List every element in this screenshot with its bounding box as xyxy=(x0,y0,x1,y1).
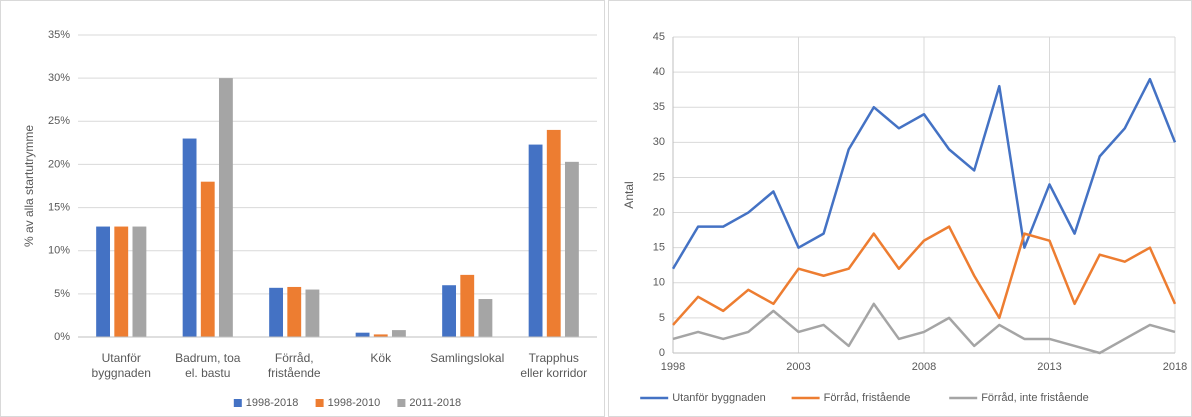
x-tick-label: 2003 xyxy=(786,361,810,373)
line-series xyxy=(671,77,1177,270)
bar xyxy=(269,287,284,337)
x-tick-label: Utanför byggnaden xyxy=(92,351,151,380)
x-tick-label: Badrum, toa el. bastu xyxy=(175,351,241,380)
y-tick-label: 45 xyxy=(653,31,665,43)
legend-swatch xyxy=(397,399,406,407)
y-tick-label: 25% xyxy=(48,115,70,127)
y-axis-title: Antal xyxy=(622,181,636,208)
bar xyxy=(373,334,388,337)
y-tick-label: 40 xyxy=(653,66,665,78)
y-tick-label: 10% xyxy=(48,245,70,257)
x-tick-label: 2013 xyxy=(1037,361,1061,373)
x-tick-label: 2008 xyxy=(912,361,936,373)
bar xyxy=(391,330,406,337)
x-tick-label: Förråd, fristående xyxy=(268,351,321,380)
y-tick-label: 25 xyxy=(653,171,665,183)
legend-label: 1998-2018 xyxy=(246,397,299,409)
bar xyxy=(442,285,457,337)
x-tick-label: Trapphus eller korridor xyxy=(520,351,587,380)
bar xyxy=(478,299,493,337)
y-tick-label: 35% xyxy=(48,29,70,41)
y-tick-label: 0% xyxy=(54,331,70,343)
bar xyxy=(305,289,320,337)
bar xyxy=(132,226,147,337)
bar xyxy=(114,226,129,337)
line-series xyxy=(672,225,1177,326)
y-tick-label: 15 xyxy=(653,242,665,254)
bar xyxy=(564,161,579,337)
x-tick-label: Samlingslokal xyxy=(430,351,504,365)
y-tick-label: 15% xyxy=(48,201,70,213)
y-axis-title: % av alla startutrymme xyxy=(22,125,36,247)
bar xyxy=(218,78,233,338)
bar xyxy=(546,129,561,337)
bar xyxy=(182,138,197,337)
bar xyxy=(355,332,370,337)
legend-label: Utanför byggnaden xyxy=(672,392,766,404)
bar xyxy=(460,274,475,337)
x-tick-label: 1998 xyxy=(661,361,685,373)
legend-swatch xyxy=(315,399,324,407)
legend-label: Förråd, inte fristående xyxy=(981,392,1089,404)
y-tick-label: 5 xyxy=(659,312,665,324)
y-tick-label: 35 xyxy=(653,101,665,113)
x-tick-label: Kök xyxy=(370,351,392,365)
panel xyxy=(608,0,1192,417)
y-tick-label: 10 xyxy=(653,277,665,289)
line-series xyxy=(672,302,1176,355)
y-tick-label: 5% xyxy=(54,288,70,300)
legend-label: 1998-2010 xyxy=(328,397,381,409)
bar xyxy=(528,144,543,337)
legend-label: Förråd, fristående xyxy=(824,392,911,404)
y-tick-label: 20 xyxy=(653,206,665,218)
y-tick-label: 20% xyxy=(48,158,70,170)
bar xyxy=(96,226,111,337)
y-tick-label: 30% xyxy=(48,72,70,84)
y-tick-label: 0 xyxy=(659,347,665,359)
x-tick-label: 2018 xyxy=(1163,361,1187,373)
bar xyxy=(287,286,302,337)
legend-swatch xyxy=(233,399,242,407)
panel xyxy=(0,0,605,417)
bar xyxy=(200,181,215,337)
y-tick-label: 30 xyxy=(653,136,665,148)
legend-label: 2011-2018 xyxy=(409,397,461,409)
